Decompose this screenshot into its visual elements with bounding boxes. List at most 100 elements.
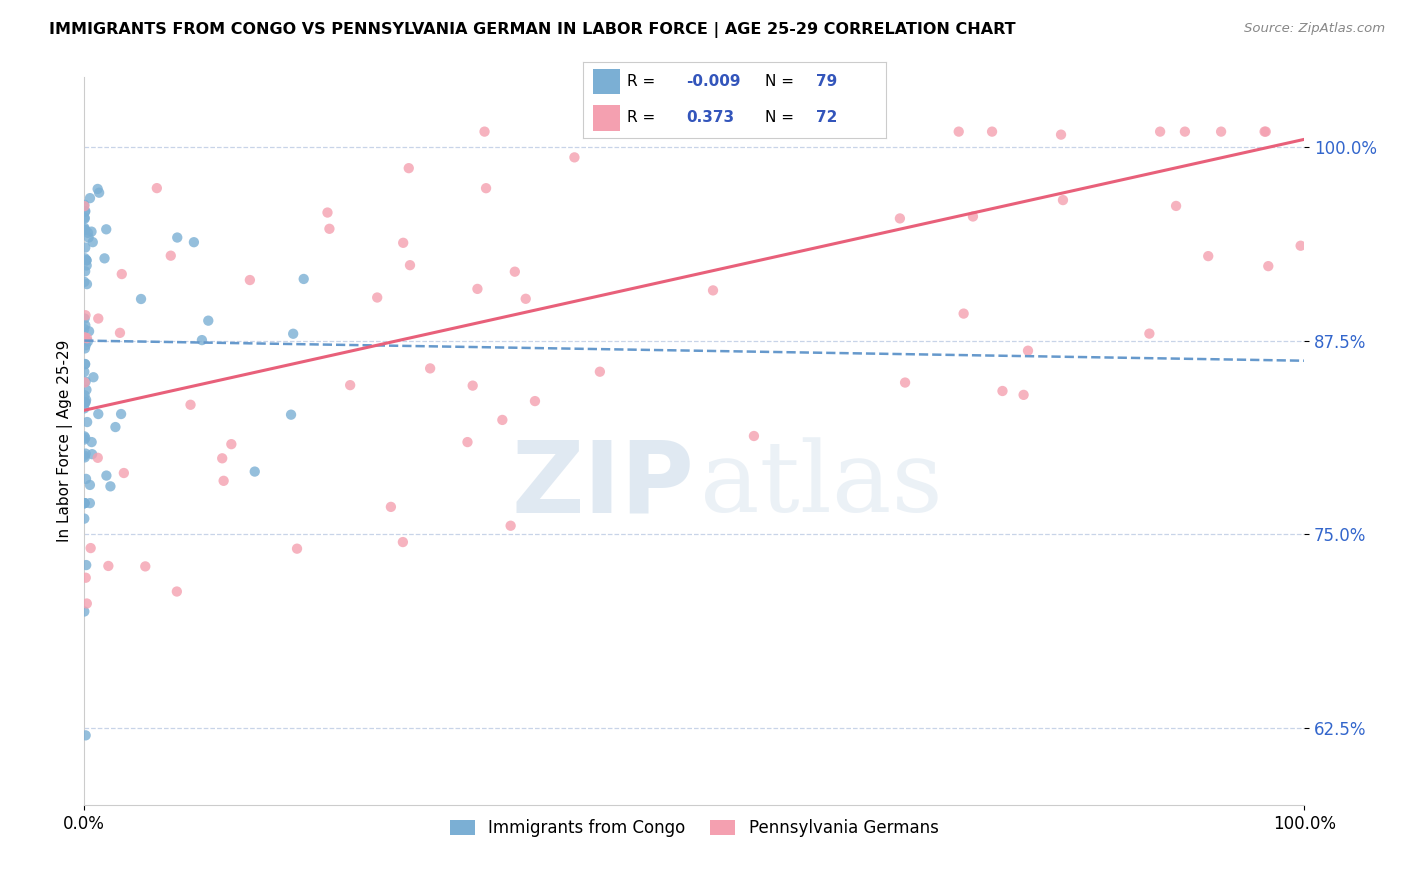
Point <box>80 435 103 450</box>
Text: Source: ZipAtlas.com: Source: ZipAtlas.com <box>1244 22 1385 36</box>
Point <box>75 204 97 219</box>
Point <box>76 253 98 268</box>
Point <box>702 284 724 298</box>
Point <box>129 292 152 306</box>
Point <box>111 267 134 281</box>
Point <box>73 197 96 211</box>
Point <box>73 311 96 326</box>
Point <box>1257 259 1279 273</box>
Point <box>82 370 104 384</box>
Point <box>166 230 188 244</box>
Point <box>285 541 308 556</box>
Point <box>108 326 131 340</box>
Point <box>75 392 97 407</box>
Point <box>146 181 169 195</box>
Text: ZIP: ZIP <box>512 436 695 533</box>
Point <box>1012 388 1035 402</box>
Point <box>76 259 98 273</box>
Point <box>515 292 537 306</box>
Point <box>399 258 422 272</box>
Point <box>419 361 441 376</box>
Point <box>1174 125 1197 139</box>
Point <box>211 451 233 466</box>
Point <box>76 597 98 611</box>
Point <box>75 253 97 268</box>
Point <box>75 395 97 409</box>
Point <box>991 384 1014 398</box>
Point <box>73 365 96 379</box>
Point <box>212 474 235 488</box>
Point <box>100 479 122 493</box>
Point <box>73 496 96 510</box>
Point <box>96 468 118 483</box>
Point <box>467 282 489 296</box>
Point <box>75 431 97 445</box>
Point <box>75 571 97 585</box>
Point <box>1253 125 1275 139</box>
Point <box>499 518 522 533</box>
Point <box>73 429 96 443</box>
Point <box>75 338 97 352</box>
Point <box>75 558 97 572</box>
Text: R =: R = <box>627 111 655 125</box>
Point <box>456 435 478 450</box>
Point <box>166 584 188 599</box>
Point <box>80 225 103 239</box>
Point <box>87 407 110 421</box>
Point <box>780 125 803 139</box>
Point <box>73 223 96 237</box>
Point <box>398 161 420 176</box>
Point <box>183 235 205 250</box>
Point <box>380 500 402 514</box>
Point <box>76 334 98 349</box>
Point <box>86 182 108 196</box>
Point <box>87 450 110 465</box>
Point <box>392 535 415 549</box>
Point <box>1164 199 1187 213</box>
Point <box>77 230 100 244</box>
Point <box>159 249 181 263</box>
Point <box>73 511 96 525</box>
Point <box>392 235 415 250</box>
Point <box>589 365 612 379</box>
Point <box>948 125 970 139</box>
Point <box>75 472 97 486</box>
Point <box>952 307 974 321</box>
Point <box>75 357 97 371</box>
Point <box>73 496 96 510</box>
Point <box>475 181 498 195</box>
Point <box>221 437 243 451</box>
Point <box>87 311 110 326</box>
Y-axis label: In Labor Force | Age 25-29: In Labor Force | Age 25-29 <box>58 340 73 542</box>
Point <box>73 605 96 619</box>
Point <box>75 241 97 255</box>
Text: 0.373: 0.373 <box>686 111 734 125</box>
Point <box>1017 343 1039 358</box>
Point <box>73 401 96 416</box>
Point <box>75 318 97 333</box>
Bar <box>592 69 620 95</box>
Point <box>962 210 984 224</box>
Point <box>93 252 115 266</box>
Point <box>79 496 101 510</box>
Point <box>134 559 156 574</box>
Point <box>73 275 96 289</box>
Point <box>366 291 388 305</box>
Point <box>316 205 339 219</box>
Point <box>73 450 96 465</box>
Point <box>73 252 96 266</box>
Point <box>73 395 96 409</box>
Point <box>77 226 100 240</box>
Point <box>73 496 96 510</box>
Point <box>73 221 96 235</box>
Point <box>637 125 659 139</box>
Point <box>75 728 97 742</box>
Point <box>564 150 586 164</box>
Point <box>82 235 104 249</box>
Point <box>73 330 96 344</box>
Point <box>339 378 361 392</box>
Point <box>73 330 96 344</box>
Point <box>503 265 526 279</box>
Point <box>73 388 96 402</box>
Point <box>73 496 96 510</box>
